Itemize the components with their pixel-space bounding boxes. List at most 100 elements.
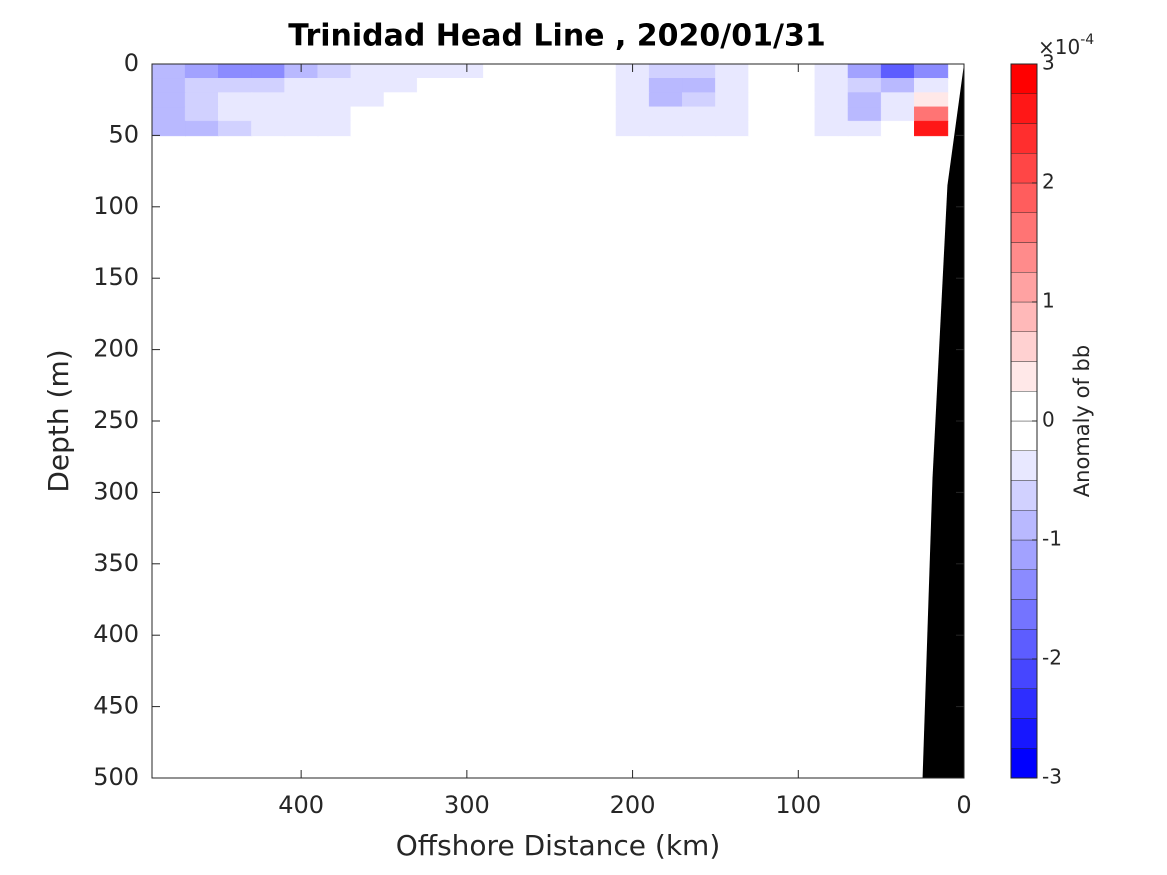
contour-cell <box>218 78 253 94</box>
contour-cell <box>416 120 452 137</box>
contour-cell <box>151 106 186 122</box>
colorbar-band <box>1010 718 1038 749</box>
colorbar-band <box>1010 331 1038 362</box>
contour-cell <box>748 78 783 94</box>
contour-cell <box>781 120 816 137</box>
y-tick-label: 100 <box>93 192 139 220</box>
colorbar-band <box>1010 391 1038 422</box>
contour-cell <box>880 78 916 94</box>
colorbar-band <box>1010 361 1038 392</box>
colorbar-band <box>1010 480 1038 511</box>
contour-cell <box>847 106 882 122</box>
contour-cell <box>516 106 551 122</box>
x-tick-label: 100 <box>775 791 821 819</box>
contour-cell <box>184 120 220 137</box>
multiplier-base: ×10 <box>1038 35 1080 59</box>
colorbar-tick-label: -3 <box>1042 765 1062 789</box>
contour-cell <box>914 92 949 108</box>
colorbar-band <box>1010 658 1038 689</box>
contour-cell <box>416 106 452 122</box>
x-tick-label: 300 <box>444 791 490 819</box>
chart-title: Trinidad Head Line , 2020/01/31 <box>288 19 825 54</box>
contour-cell <box>284 78 319 94</box>
contour-cell <box>715 63 750 80</box>
contour-cell <box>416 78 452 94</box>
contour-cell <box>151 78 186 94</box>
contour-cell <box>615 106 650 122</box>
colorbar-band <box>1010 153 1038 184</box>
y-tick-label: 50 <box>108 120 139 148</box>
contour-cell <box>483 78 518 94</box>
contour-cell <box>715 92 750 108</box>
y-tick-label: 150 <box>93 263 139 291</box>
colorbar-band <box>1010 212 1038 243</box>
contour-cell <box>582 120 617 137</box>
contour-cell <box>516 63 551 80</box>
contour-cell <box>748 106 783 122</box>
contour-cell <box>682 78 717 94</box>
contour-cell <box>814 63 849 80</box>
colorbar-tick-label: -2 <box>1042 646 1062 670</box>
contour-cell <box>317 78 352 94</box>
contour-cell <box>615 78 650 94</box>
contour-cell <box>516 78 551 94</box>
y-tick-label: 0 <box>124 49 139 77</box>
contour-cell <box>151 63 186 80</box>
x-tick-label: 400 <box>278 791 324 819</box>
contour-cell <box>682 120 717 137</box>
contour-cell <box>880 120 916 137</box>
colorbar-band <box>1010 123 1038 154</box>
contour-cell <box>615 92 650 108</box>
x-axis-label: Offshore Distance (km) <box>396 829 721 862</box>
contour-cell <box>715 106 750 122</box>
contour-cell <box>781 78 816 94</box>
contour-cell <box>383 120 418 137</box>
contour-cell <box>450 92 485 108</box>
contour-cell <box>914 63 949 80</box>
contour-cell <box>317 120 352 137</box>
contour-cell <box>715 120 750 137</box>
contour-cell <box>218 106 253 122</box>
contour-cell <box>582 78 617 94</box>
contour-cell <box>847 78 882 94</box>
contour-cell <box>880 106 916 122</box>
colorbar-band <box>1010 450 1038 481</box>
colorbar-band <box>1010 748 1038 779</box>
contour-cell <box>317 92 352 108</box>
contour-cell <box>814 120 849 137</box>
colorbar-band <box>1010 93 1038 124</box>
colorbar-band <box>1010 301 1038 332</box>
contour-cell <box>682 106 717 122</box>
contour-cell <box>416 92 452 108</box>
contour-cell <box>317 63 352 80</box>
contour-cell <box>350 78 385 94</box>
contour-cell <box>682 63 717 80</box>
contour-cell <box>416 63 452 80</box>
contour-cell <box>483 106 518 122</box>
contour-cell <box>781 106 816 122</box>
colorbar-label: Anomaly of bb <box>1070 345 1094 497</box>
contour-cell <box>847 120 882 137</box>
colorbar-band <box>1010 272 1038 303</box>
contour-cell <box>383 92 418 108</box>
contour-cell <box>914 120 949 137</box>
contour-cell <box>549 78 584 94</box>
contour-cell <box>284 120 319 137</box>
contour-cell <box>648 120 684 137</box>
y-tick-label: 450 <box>93 692 139 720</box>
contour-cell <box>251 92 286 108</box>
contour-cell <box>847 63 882 80</box>
x-tick-label: 200 <box>610 791 656 819</box>
colorbar-band <box>1010 569 1038 600</box>
contour-cell <box>350 63 385 80</box>
contour-cell <box>350 120 385 137</box>
contour-cell <box>218 63 253 80</box>
contour-cell <box>251 63 286 80</box>
y-tick-label: 250 <box>93 406 139 434</box>
multiplier-exponent: -4 <box>1080 32 1094 48</box>
contour-cell <box>450 78 485 94</box>
y-tick-label: 350 <box>93 549 139 577</box>
contour-cell <box>483 120 518 137</box>
axes-frame <box>151 63 965 779</box>
